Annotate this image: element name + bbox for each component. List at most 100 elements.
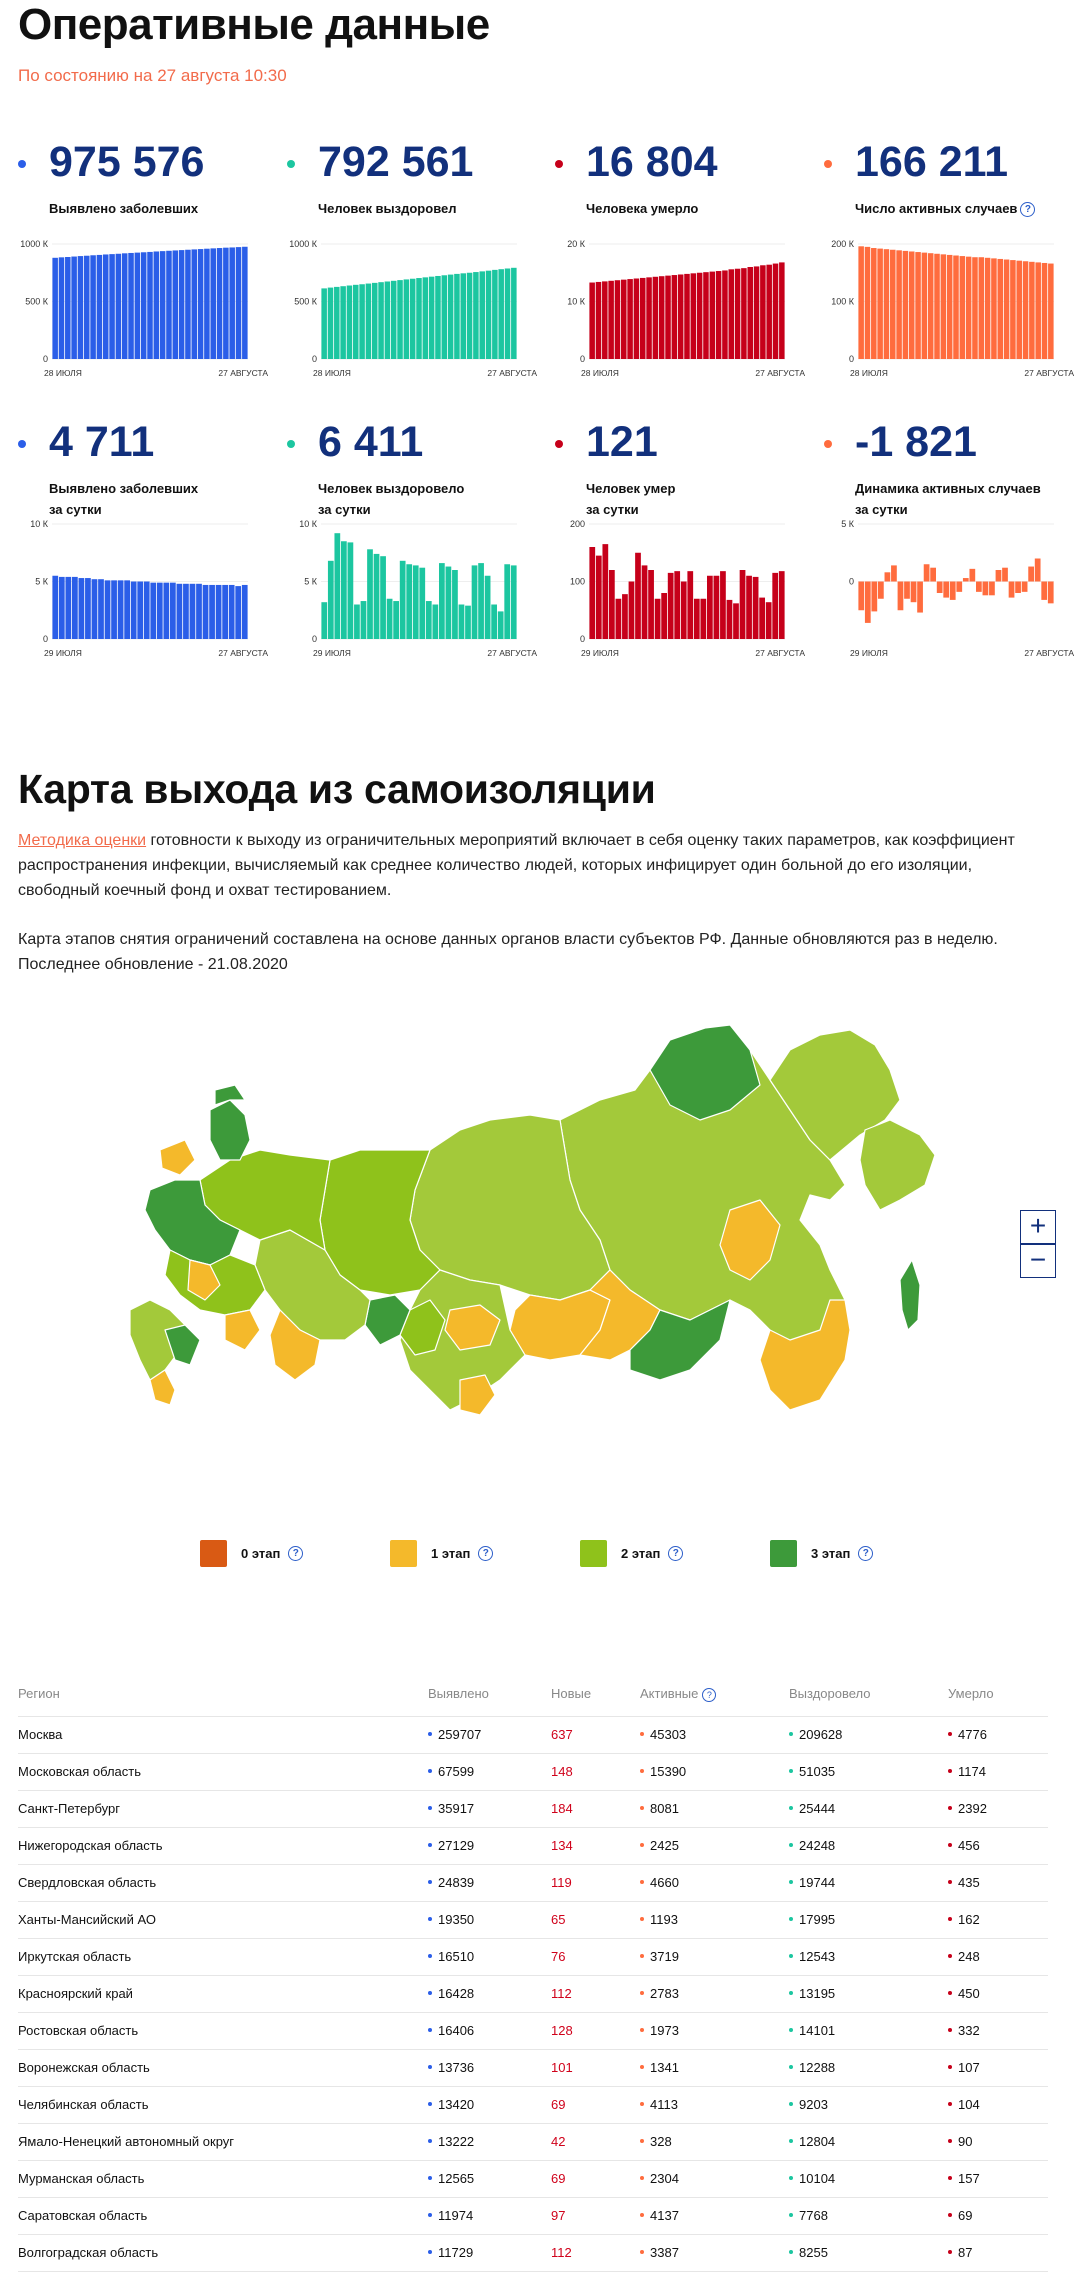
chart-bar (891, 565, 897, 582)
chart-bar (1016, 260, 1022, 359)
stat-label-text: Человек умер за сутки (586, 481, 676, 517)
died-value: 107 (948, 2060, 980, 2075)
chart-bar (156, 582, 163, 639)
legend-item: 0 этап? (200, 1539, 304, 1567)
stat-label: Человек выздоровело за сутки (318, 478, 464, 520)
chart-bar (646, 277, 652, 359)
russia-regions-map[interactable] (130, 1010, 940, 1470)
table-row[interactable]: Иркутская область 16510 76 3719 12543 248 (18, 1939, 1048, 1976)
col-header-region[interactable]: Регион (18, 1686, 60, 1701)
chart-bar (58, 576, 65, 639)
chart-bar (479, 271, 485, 359)
new-value: 42 (551, 2134, 566, 2149)
table-row[interactable]: Московская область 67599 148 15390 51035 1174 (18, 1754, 1048, 1791)
chart-bar (406, 564, 413, 639)
recovered-value: 8255 (789, 2245, 828, 2260)
region-name: Ямало-Ненецкий автономный округ (18, 2134, 235, 2149)
col-header-new[interactable]: Новые (551, 1686, 592, 1701)
table-row[interactable]: Челябинская область 13420 69 4113 9203 104 (18, 2087, 1048, 2124)
table-row[interactable]: Свердловская область 24839 119 4660 19744 435 (18, 1865, 1048, 1902)
died-value: 1174 (948, 1764, 986, 1779)
table-row[interactable]: Москва 259707 637 45303 209628 4776 (18, 1717, 1048, 1754)
chart-bar (409, 278, 416, 359)
chart-bar (877, 248, 883, 359)
chart-bar (1015, 581, 1021, 593)
new-value: 76 (551, 1949, 566, 1964)
stat-card: 121 Человек умер за сутки 200 100 0 29 ИЮЛЯ 27… (555, 418, 805, 688)
chart-bar (658, 276, 665, 359)
methodology-text: готовности к выходу из ограничительных м… (18, 832, 1015, 899)
chart-bar (753, 266, 760, 359)
stat-card: 6 411 Человек выздоровело за сутки 10 К 5 К… (287, 418, 537, 688)
chart-bar (65, 256, 71, 359)
table-row[interactable]: Мурманская область 12565 69 2304 10104 157 (18, 2161, 1048, 2198)
chart-bar (739, 570, 746, 639)
recovered-value: 12804 (789, 2134, 835, 2149)
stat-card: 975 576 Выявлено заболевших 1000 К 500 К 0 28… (18, 138, 268, 408)
table-row[interactable]: Воронежская область 13736 101 1341 12288 107 (18, 2050, 1048, 2087)
chart-bar (713, 575, 720, 639)
col-header-recovered[interactable]: Выздоровело (789, 1686, 871, 1701)
help-icon[interactable]: ? (288, 1545, 304, 1561)
detected-value: 67599 (428, 1764, 474, 1779)
stat-bar-chart: 5 К 0 29 ИЮЛЯ 27 АВГУСТА (841, 519, 1074, 658)
chart-bar (715, 271, 722, 359)
active-help-icon[interactable]: ? (702, 1688, 717, 1702)
col-header-active[interactable]: Активные? (640, 1686, 717, 1702)
chart-bar (609, 570, 615, 639)
y-tick-label: 500 К (25, 297, 49, 307)
chart-bar (341, 541, 347, 639)
chart-bar (354, 604, 360, 639)
chart-bar (615, 598, 622, 639)
chart-bar (84, 255, 90, 359)
help-icon[interactable]: ? (668, 1545, 684, 1561)
region-name: Челябинская область (18, 2097, 149, 2112)
chart-bar (779, 262, 785, 359)
col-header-died[interactable]: Умерло (948, 1686, 994, 1701)
stat-label: Выявлено заболевших за сутки (49, 478, 198, 520)
active-value: 328 (640, 2134, 672, 2149)
chart-bar (726, 599, 733, 639)
new-value: 112 (551, 1986, 572, 2001)
chart-bar (915, 252, 921, 359)
legend-item: 3 этап? (770, 1539, 874, 1567)
help-icon[interactable]: ? (1020, 202, 1036, 217)
chart-bar (121, 253, 128, 359)
chart-bar (949, 581, 956, 600)
map-zoom-in-button[interactable]: + (1020, 1210, 1056, 1244)
chart-bar (340, 286, 346, 359)
chart-bar (904, 581, 910, 599)
active-value: 3719 (640, 1949, 679, 1964)
methodology-link[interactable]: Методика оценки (18, 832, 147, 849)
chart-bar (923, 564, 930, 582)
region-name: Воронежская область (18, 2060, 150, 2075)
help-icon[interactable]: ? (478, 1545, 494, 1561)
map-info-text: Карта этапов снятия ограничений составле… (18, 931, 998, 948)
table-row[interactable]: Санкт-Петербург 35917 184 8081 25444 2392 (18, 1791, 1048, 1828)
col-header-detected[interactable]: Выявлено (428, 1686, 489, 1701)
stat-value: 121 (586, 418, 658, 466)
stat-card: -1 821 Динамика активных случаев за сутки… (824, 418, 1074, 688)
table-row[interactable]: Ханты-Мансийский АО 19350 65 1193 17995 162 (18, 1902, 1048, 1939)
recovered-value: 9203 (789, 2097, 828, 2112)
y-tick-label: 0 (849, 354, 854, 364)
map-region-south-green (164, 1324, 201, 1366)
detected-value: 24839 (428, 1875, 474, 1890)
chart-bar (936, 581, 943, 593)
stat-value: 6 411 (318, 418, 424, 466)
table-row[interactable]: Ростовская область 16406 128 1973 14101 332 (18, 2013, 1048, 2050)
chart-bar (648, 570, 654, 639)
died-value: 2392 (948, 1801, 987, 1816)
update-timestamp: По состоянию на 27 августа 10:30 (18, 66, 287, 85)
stat-card: 16 804 Человека умерло 20 К 10 К 0 28 ИЮЛЯ 27 … (555, 138, 805, 408)
table-row[interactable]: Волгоградская область 11729 112 3387 8255 87 (18, 2235, 1048, 2272)
table-row[interactable]: Саратовская область 11974 97 4137 7768 69 (18, 2198, 1048, 2235)
recovered-value: 13195 (789, 1986, 835, 2001)
chart-bar (373, 553, 380, 639)
help-icon[interactable]: ? (858, 1545, 874, 1561)
chart-bar (353, 284, 359, 359)
table-row[interactable]: Нижегородская область 27129 134 2425 24248 45… (18, 1828, 1048, 1865)
table-row[interactable]: Красноярский край 16428 112 2783 13195 450 (18, 1976, 1048, 2013)
map-zoom-out-button[interactable]: − (1020, 1244, 1056, 1278)
table-row[interactable]: Ямало-Ненецкий автономный округ 13222 42 32… (18, 2124, 1048, 2161)
